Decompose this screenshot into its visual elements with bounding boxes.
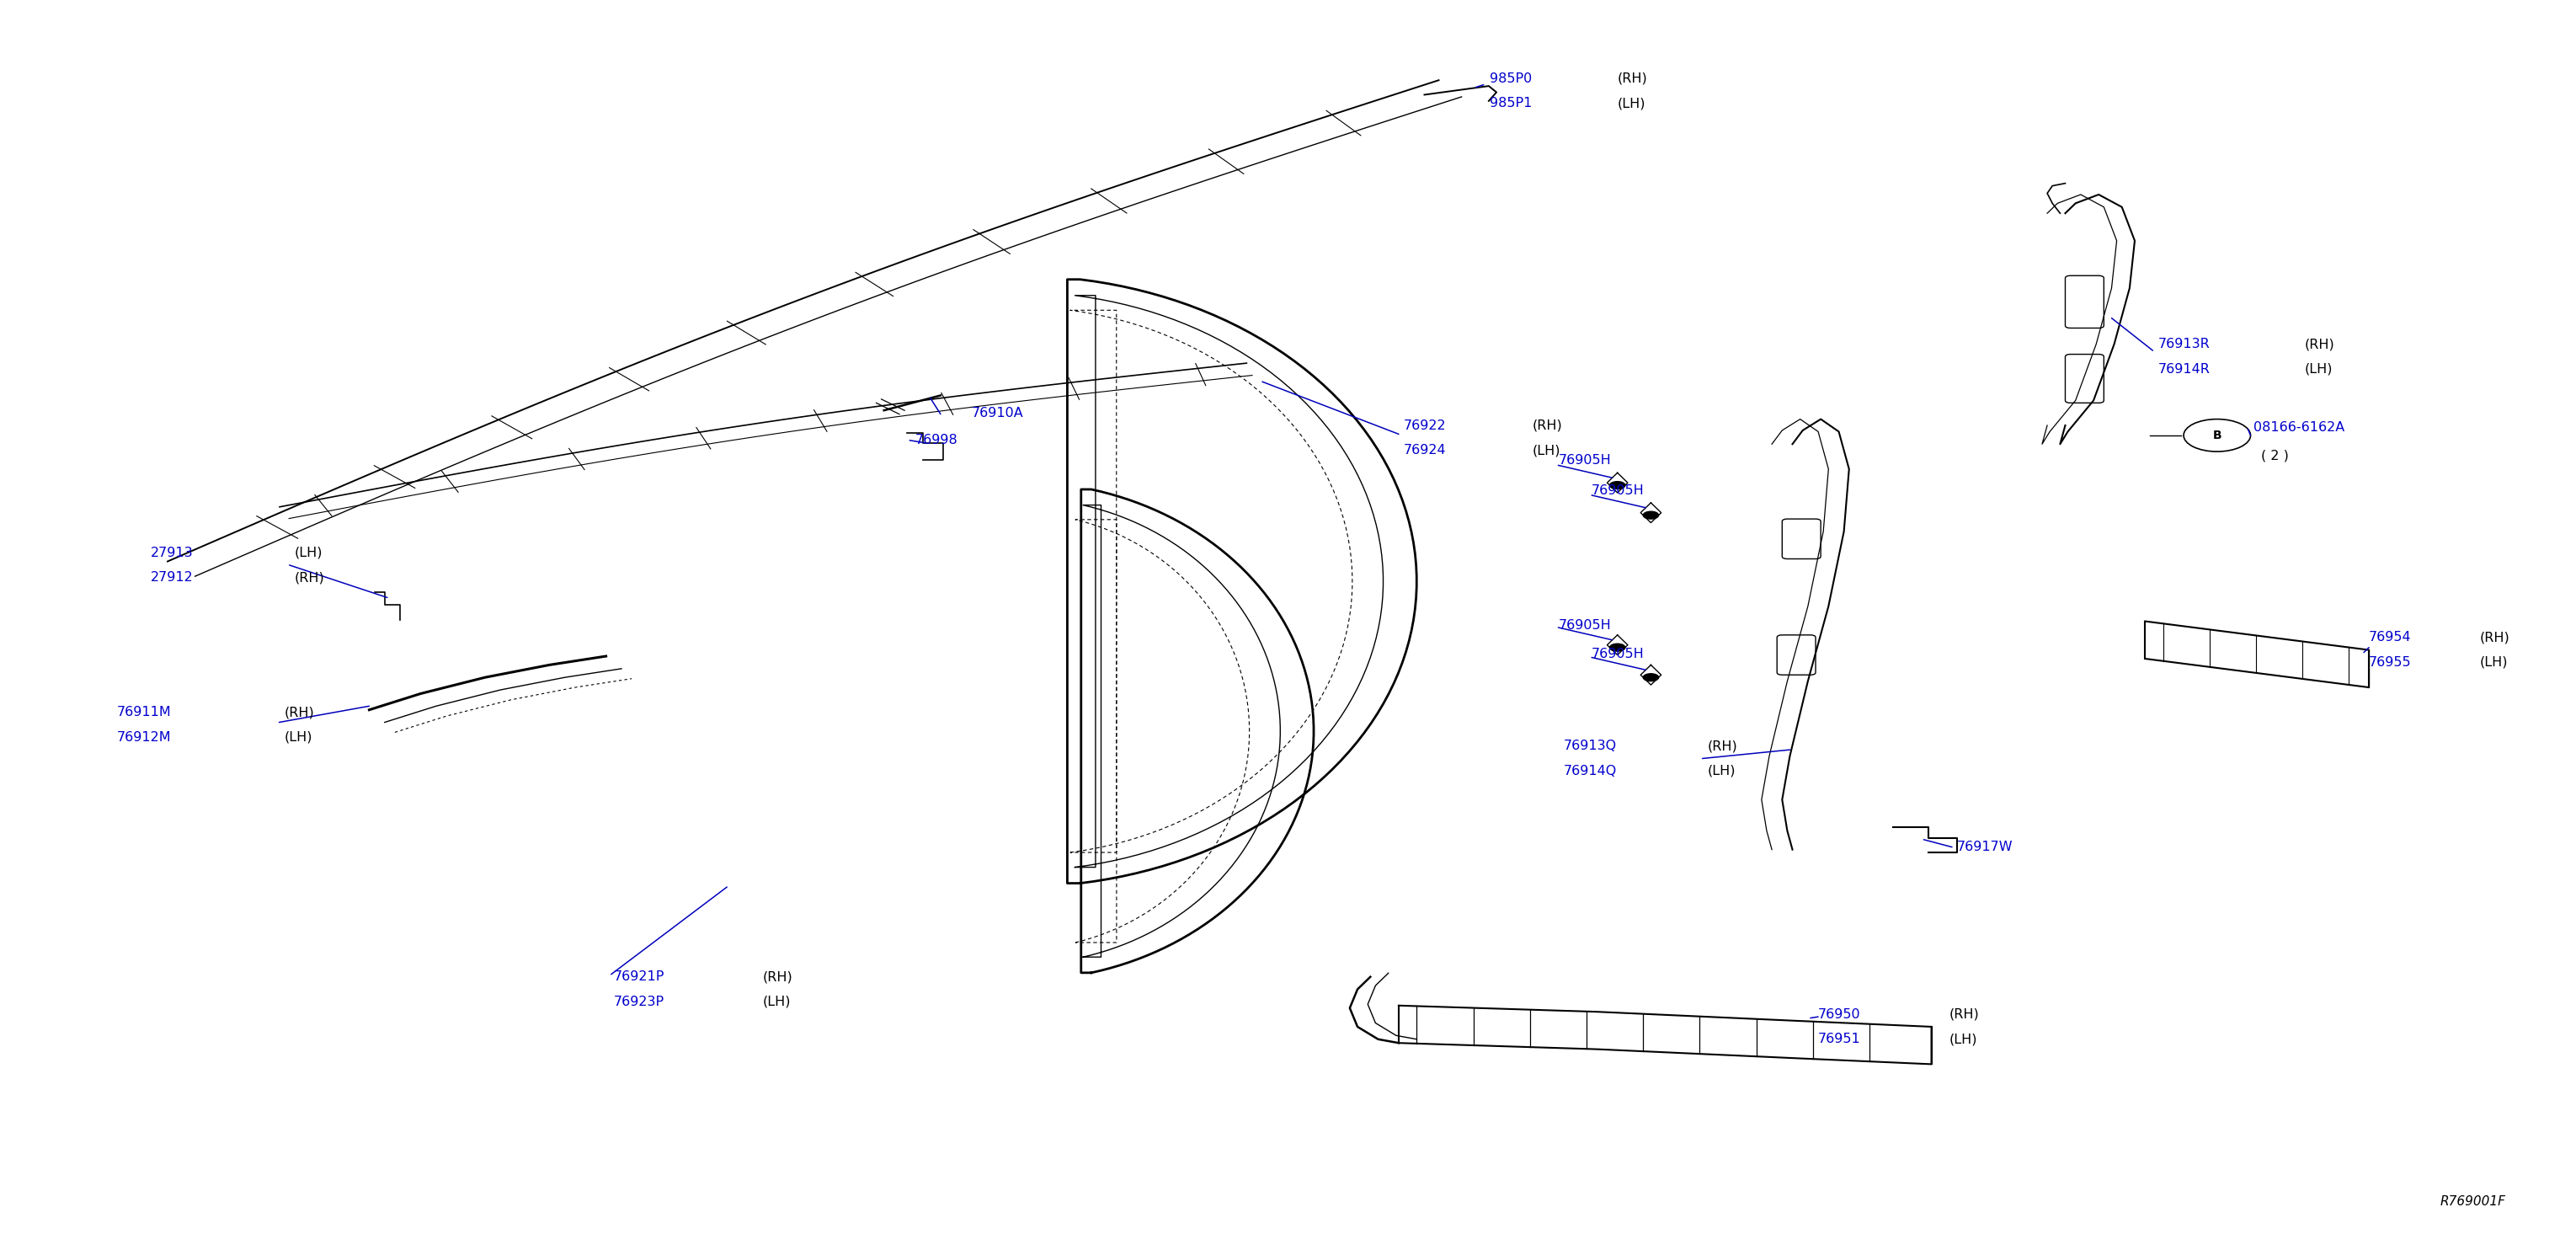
- Text: 76917W: 76917W: [1958, 841, 2014, 854]
- Text: 76955: 76955: [2370, 656, 2411, 669]
- Text: 76913Q: 76913Q: [1564, 740, 1618, 752]
- Text: 76914R: 76914R: [2159, 362, 2210, 375]
- Text: ( 2 ): ( 2 ): [2262, 449, 2287, 461]
- Text: (RH): (RH): [1950, 1008, 1978, 1020]
- Text: 76905H: 76905H: [1558, 454, 1610, 466]
- Text: 76923P: 76923P: [613, 995, 665, 1008]
- Text: (RH): (RH): [294, 571, 325, 584]
- Circle shape: [1610, 644, 1625, 651]
- Text: 985P1: 985P1: [1489, 97, 1533, 110]
- Circle shape: [1610, 481, 1625, 489]
- Text: 27913: 27913: [149, 546, 193, 559]
- Text: 76911M: 76911M: [116, 706, 173, 719]
- Text: (LH): (LH): [294, 546, 322, 559]
- Polygon shape: [1399, 1005, 1932, 1064]
- Text: (RH): (RH): [283, 706, 314, 719]
- Polygon shape: [2146, 621, 2370, 688]
- Text: 76922: 76922: [1404, 419, 1448, 431]
- Text: 76905H: 76905H: [1558, 619, 1610, 631]
- Text: 76950: 76950: [1819, 1008, 1860, 1020]
- Text: 76998: 76998: [914, 434, 958, 446]
- Text: (LH): (LH): [283, 731, 312, 744]
- Text: (RH): (RH): [1618, 72, 1649, 85]
- Circle shape: [1643, 674, 1659, 681]
- Text: 76905H: 76905H: [1592, 484, 1643, 496]
- Text: 76954: 76954: [2370, 631, 2411, 644]
- Text: 76913R: 76913R: [2159, 338, 2210, 350]
- Text: (LH): (LH): [1950, 1032, 1978, 1045]
- Text: 76910A: 76910A: [971, 406, 1023, 419]
- Text: 76914Q: 76914Q: [1564, 765, 1618, 778]
- Circle shape: [1643, 511, 1659, 519]
- Text: (RH): (RH): [762, 970, 793, 984]
- Text: (LH): (LH): [1533, 444, 1561, 456]
- Text: R769001F: R769001F: [2439, 1195, 2506, 1207]
- Text: 27912: 27912: [149, 571, 193, 584]
- Text: 08166-6162A: 08166-6162A: [2254, 421, 2344, 434]
- Text: (LH): (LH): [2306, 362, 2334, 375]
- Text: 76924: 76924: [1404, 444, 1448, 456]
- Text: 76912M: 76912M: [116, 731, 173, 744]
- Text: (LH): (LH): [2481, 656, 2509, 669]
- Text: (LH): (LH): [762, 995, 791, 1008]
- Text: 76921P: 76921P: [613, 970, 665, 984]
- Text: 76951: 76951: [1819, 1032, 1860, 1045]
- Text: 985P0: 985P0: [1489, 72, 1533, 85]
- Text: (LH): (LH): [1708, 765, 1736, 778]
- Text: (RH): (RH): [2306, 338, 2334, 350]
- Text: (RH): (RH): [1708, 740, 1739, 752]
- Text: (LH): (LH): [1618, 97, 1646, 110]
- Text: (RH): (RH): [1533, 419, 1564, 431]
- Text: (RH): (RH): [2481, 631, 2509, 644]
- Text: B: B: [2213, 430, 2221, 441]
- Text: 76905H: 76905H: [1592, 648, 1643, 660]
